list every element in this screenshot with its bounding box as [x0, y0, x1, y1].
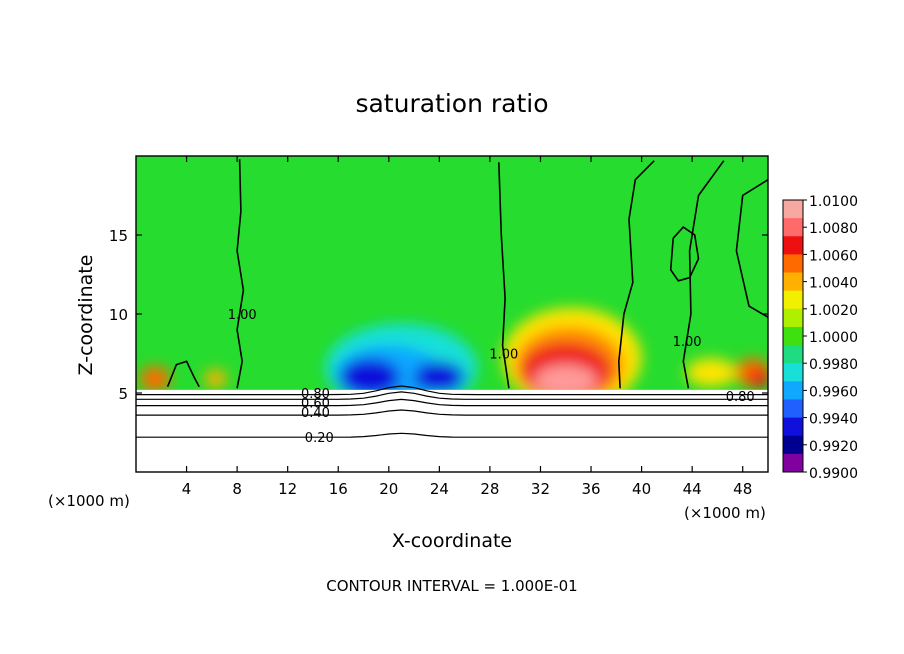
contour-line-5 — [669, 226, 700, 282]
x-tick-label-6: 28 — [480, 480, 499, 498]
field-blob-6 — [339, 358, 401, 397]
field-group: 1.001.001.000.800.800.600.400.20 — [136, 156, 768, 472]
field-blob-12 — [685, 358, 737, 387]
y-tick-label-0: 5 — [118, 385, 128, 403]
contour-line-0 — [236, 159, 245, 389]
plot-area: 1.001.001.000.800.800.600.400.20 — [135, 155, 769, 473]
colorbar-band-7 — [783, 326, 803, 346]
contour-label-10: 0.40 — [301, 406, 330, 421]
x-axis-label: X-coordinate — [392, 530, 512, 552]
contour-label-0: 1.00 — [228, 308, 257, 323]
colorbar-label-9: 0.9920 — [809, 439, 858, 455]
field-blob-9 — [204, 369, 228, 389]
x-unit-right: (×1000 m) — [684, 504, 766, 522]
x-tick-label-9: 40 — [632, 480, 651, 498]
colorbar-band-14 — [783, 453, 803, 473]
level-line-0 — [136, 385, 768, 396]
colorbar-band-11 — [783, 399, 803, 419]
contour-line-3 — [617, 160, 655, 389]
level-line-2 — [136, 398, 768, 407]
colorbar-band-6 — [783, 308, 803, 328]
colorbar: 1.0100 1.0080 1.0060 1.0040 1.0020 1.0000 0.99… — [782, 194, 858, 482]
contour-line-4 — [735, 179, 768, 318]
colorbar-label-8: 0.9940 — [809, 412, 858, 428]
colorbar-band-0 — [783, 200, 803, 219]
colorbar-label-6: 0.9980 — [809, 357, 858, 373]
colorbar-label-0: 1.0100 — [809, 194, 858, 210]
colorbar-band-13 — [783, 435, 803, 455]
y-axis-label: Z-coordinate — [75, 255, 97, 376]
colorbar-band-12 — [783, 417, 803, 437]
contour-label-11: 0.20 — [305, 431, 334, 446]
x-unit-left: (×1000 m) — [48, 492, 130, 510]
x-tick-label-5: 24 — [430, 480, 449, 498]
colorbar-label-7: 0.9960 — [809, 384, 858, 400]
x-tick-label-0: 4 — [182, 480, 192, 498]
colorbar-band-8 — [783, 345, 803, 364]
contour-line-2 — [682, 160, 725, 389]
colorbar-band-1 — [783, 218, 803, 237]
x-tick-label-8: 36 — [581, 480, 600, 498]
chart-title: saturation ratio — [355, 89, 548, 118]
field-blob-3 — [534, 364, 598, 397]
x-tick-label-1: 8 — [232, 480, 242, 498]
colorbar-label-10: 0.9900 — [809, 466, 858, 482]
colorbar-band-2 — [783, 236, 803, 255]
colorbar-band-9 — [783, 363, 803, 382]
level-line-4 — [136, 432, 768, 438]
colorbar-label-4: 1.0020 — [809, 303, 858, 319]
x-tick-label-10: 44 — [683, 480, 702, 498]
x-tick-label-3: 16 — [329, 480, 348, 498]
colorbar-band-4 — [783, 272, 803, 292]
field-blob-7 — [414, 361, 465, 394]
y-tick-label-1: 10 — [109, 306, 128, 324]
contour-line-6 — [166, 360, 200, 388]
colorbar-label-5: 1.0000 — [809, 330, 858, 346]
contour-label-2: 1.00 — [673, 335, 702, 350]
level-line-1 — [136, 391, 768, 400]
colorbar-band-5 — [783, 290, 803, 310]
colorbar-label-1: 1.0080 — [809, 221, 858, 237]
colorbar-band-3 — [783, 254, 803, 274]
contour-label-1: 1.00 — [489, 348, 518, 363]
contour-label-8: 0.80 — [301, 387, 330, 402]
field-blob-8 — [139, 366, 171, 392]
field-blob-11 — [749, 369, 768, 389]
colorbar-label-3: 1.0040 — [809, 276, 858, 292]
colorbar-label-2: 1.0060 — [809, 248, 858, 264]
x-tick-label-11: 48 — [733, 480, 752, 498]
level-line-3 — [136, 409, 768, 416]
contour-label-7: 0.80 — [726, 390, 755, 405]
contour-interval-note: CONTOUR INTERVAL = 1.000E-01 — [326, 577, 577, 595]
colorbar-band-10 — [783, 381, 803, 400]
y-tick-label-2: 15 — [109, 227, 128, 245]
contour-line-1 — [498, 162, 510, 389]
lower-region — [136, 389, 768, 472]
x-tick-label-7: 32 — [531, 480, 550, 498]
contour-label-9: 0.60 — [301, 396, 330, 411]
x-tick-label-4: 20 — [379, 480, 398, 498]
x-tick-label-2: 12 — [278, 480, 297, 498]
